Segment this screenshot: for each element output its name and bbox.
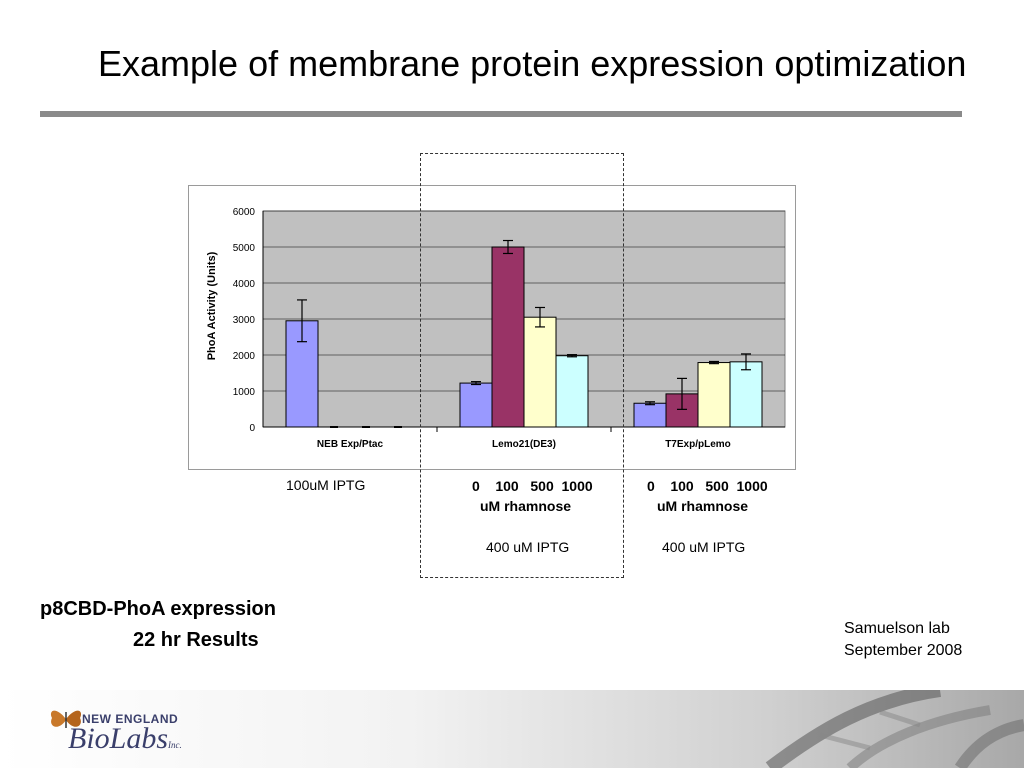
dna-helix-image	[765, 690, 1024, 768]
y-tick-label: 3000	[233, 315, 256, 326]
axes	[262, 211, 785, 432]
highlight-box	[420, 153, 624, 578]
results-label: 22 hr Results	[133, 629, 259, 651]
group3-rhamnose-unit: uM rhamnose	[657, 498, 749, 514]
x-category-labels: NEB Exp/Ptac Lemo21(DE3) T7Exp/pLemo	[317, 439, 731, 450]
x-category-label: Lemo21(DE3)	[492, 439, 556, 450]
bar	[729, 361, 763, 428]
y-tick-label: 2000	[233, 351, 256, 362]
y-tick-label: 5000	[233, 243, 256, 254]
bar	[633, 402, 667, 428]
y-tick-label: 1000	[233, 387, 256, 398]
credit-lab: Samuelson lab	[844, 620, 950, 637]
y-tick-label: 4000	[233, 279, 256, 290]
y-tick-labels: 0 1000 2000 3000 4000 5000 6000	[233, 207, 256, 434]
group1-iptg-label: 100uM IPTG	[286, 477, 366, 493]
bar	[555, 355, 589, 428]
credit-date: September 2008	[844, 642, 963, 659]
group3-rhamnose-values: 0 100 500 1000	[647, 478, 768, 494]
bar-chart: 0 1000 2000 3000 4000 5000 6000 NEB Exp/Ptac Le…	[206, 207, 786, 450]
logo-inc: Inc.	[168, 740, 182, 750]
x-category-label: T7Exp/pLemo	[665, 439, 731, 450]
credit-block: Samuelson lab September 2008	[844, 618, 962, 662]
group2-iptg-label: 400 uM IPTG	[486, 539, 570, 555]
logo-top-text: NEW ENGLAND	[82, 712, 179, 726]
butterfly-icon	[50, 710, 82, 728]
y-tick-label: 0	[249, 423, 255, 434]
y-axis-label: PhoA Activity (Units)	[206, 251, 218, 360]
footer-band	[0, 690, 1024, 768]
logo-wordmark: BioLabs	[68, 722, 169, 755]
bar	[697, 362, 731, 428]
group2-rhamnose-values: 0 100 500 1000	[472, 478, 593, 494]
expression-title: p8CBD-PhoA expression	[40, 598, 276, 620]
bar	[523, 316, 557, 428]
y-tick-label: 6000	[233, 207, 256, 218]
neb-logo: NEW ENGLAND BioLabsInc.	[48, 700, 198, 760]
title-rule	[40, 111, 962, 117]
group3-iptg-label: 400 uM IPTG	[662, 539, 746, 555]
x-category-label: NEB Exp/Ptac	[317, 439, 384, 450]
group2-rhamnose-unit: uM rhamnose	[480, 498, 572, 514]
logo-main-text: BioLabsInc.	[68, 722, 182, 756]
bar	[491, 246, 525, 428]
slide-title: Example of membrane protein expression o…	[98, 43, 967, 84]
